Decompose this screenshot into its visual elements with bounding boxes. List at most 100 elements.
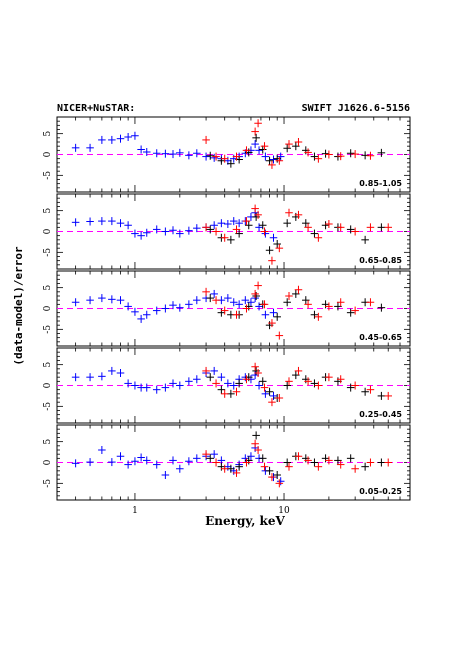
data-point-nustar_b xyxy=(325,150,333,159)
data-point-nustar_a xyxy=(252,431,260,440)
data-point-nicer xyxy=(169,456,177,465)
data-point-nicer xyxy=(229,298,238,307)
data-point-nicer xyxy=(142,383,151,392)
data-point-nustar_b xyxy=(366,151,375,160)
data-point-nicer xyxy=(210,221,218,230)
data-point-nustar_b xyxy=(202,287,210,296)
data-point-nicer xyxy=(152,385,161,394)
data-point-nustar_a xyxy=(283,458,291,467)
y-tick-label: -5 xyxy=(43,248,53,257)
data-point-nustar_a xyxy=(361,462,369,471)
data-point-nustar_a xyxy=(377,391,386,400)
data-point-nustar_b xyxy=(314,312,323,321)
data-point-nustar_a xyxy=(258,454,267,463)
panel-5: 5 0 -5 0.05-0.25 xyxy=(43,424,411,501)
data-point-nicer xyxy=(255,302,263,311)
data-point-nicer xyxy=(193,296,201,305)
data-point-nustar_a xyxy=(217,156,226,165)
data-point-nustar_b xyxy=(232,387,241,396)
data-point-nustar_b xyxy=(220,389,229,398)
panel-label: 0.25-0.45 xyxy=(359,410,402,419)
data-point-nustar_b xyxy=(212,296,220,305)
data-point-nustar_a xyxy=(283,298,291,307)
data-point-nustar_a xyxy=(310,458,319,467)
data-point-nicer xyxy=(124,133,132,141)
data-point-nicer xyxy=(86,458,94,467)
data-point-nicer xyxy=(241,454,250,463)
data-point-nustar_b xyxy=(251,127,259,136)
y-tick-label: -5 xyxy=(43,479,53,488)
data-point-nustar_a xyxy=(235,379,243,388)
data-point-nustar_b xyxy=(260,462,269,471)
data-point-nicer xyxy=(116,452,125,461)
data-point-nustar_b xyxy=(212,458,220,467)
data-point-nicer xyxy=(269,233,278,242)
data-point-nustar_b xyxy=(251,289,259,298)
data-point-nustar_b xyxy=(325,302,333,311)
data-point-nustar_b xyxy=(351,306,359,315)
title-left: NICER+NuSTAR: xyxy=(57,103,135,114)
data-point-nustar_a xyxy=(217,462,226,471)
data-point-nustar_a xyxy=(283,381,291,390)
data-point-nustar_b xyxy=(275,394,284,402)
data-point-nustar_a xyxy=(265,466,274,475)
panel-label: 0.65-0.85 xyxy=(359,256,402,265)
data-point-nicer xyxy=(161,304,170,313)
data-point-nicer xyxy=(176,303,184,312)
data-point-nustar_b xyxy=(202,223,210,232)
data-point-nustar_b xyxy=(268,473,276,482)
data-point-nicer xyxy=(161,383,170,392)
data-point-nicer xyxy=(98,135,106,144)
data-point-nicer xyxy=(176,381,184,390)
data-point-nustar_b xyxy=(285,462,293,471)
data-point-nustar_b xyxy=(304,223,312,232)
data-point-nicer xyxy=(131,457,139,466)
data-point-nustar_b xyxy=(251,362,259,371)
y-tick-label: 0 xyxy=(43,459,53,465)
data-point-nustar_b xyxy=(260,300,269,309)
data-point-nustar_b xyxy=(384,458,392,467)
data-point-nicer xyxy=(116,369,125,377)
data-point-nicer xyxy=(229,217,238,226)
data-point-nustar_a xyxy=(283,144,291,153)
data-point-nustar_a xyxy=(361,235,369,244)
data-point-nustar_b xyxy=(285,140,293,149)
panel-3: 5 0 -5 0.45-0.65 xyxy=(43,270,411,347)
data-point-nustar_b xyxy=(351,227,359,236)
data-point-nustar_a xyxy=(252,366,260,375)
data-point-nustar_b xyxy=(268,398,276,407)
data-point-nicer xyxy=(276,152,285,161)
data-point-nustar_a xyxy=(346,149,355,158)
x-tick-label: 1 xyxy=(132,506,138,516)
y-tick-label: 0 xyxy=(43,228,53,234)
data-point-nicer xyxy=(161,227,170,236)
data-point-nustar_a xyxy=(334,456,342,465)
data-point-nicer xyxy=(137,453,145,462)
data-point-nustar_a xyxy=(302,296,310,305)
data-point-nustar_b xyxy=(304,148,312,157)
data-point-nicer xyxy=(276,477,285,486)
data-point-nustar_a xyxy=(217,308,226,317)
data-point-nustar_a xyxy=(346,308,355,317)
data-point-nustar_b xyxy=(384,223,392,232)
data-point-nicer xyxy=(152,460,161,469)
y-tick-label: 5 xyxy=(43,285,53,291)
data-point-nicer xyxy=(142,310,151,319)
data-point-nicer xyxy=(142,148,151,156)
data-point-nicer xyxy=(210,153,218,162)
data-point-nustar_b xyxy=(251,204,259,213)
data-point-nustar_b xyxy=(366,223,375,232)
y-tick-label: -5 xyxy=(43,402,53,411)
data-point-nicer xyxy=(224,294,232,303)
data-point-nustar_b xyxy=(254,119,262,128)
data-point-nustar_b xyxy=(336,298,345,307)
data-point-nicer xyxy=(224,220,232,228)
data-point-nustar_a xyxy=(346,454,355,463)
data-point-nicer xyxy=(185,226,193,235)
panel-label: 0.85-1.05 xyxy=(359,179,402,188)
data-point-nustar_b xyxy=(212,379,220,388)
data-point-nustar_b xyxy=(314,154,323,163)
x-axis-label: Energy, keV xyxy=(205,514,285,528)
data-point-nicer xyxy=(255,381,263,390)
x-tick-label: 10 xyxy=(278,506,290,516)
